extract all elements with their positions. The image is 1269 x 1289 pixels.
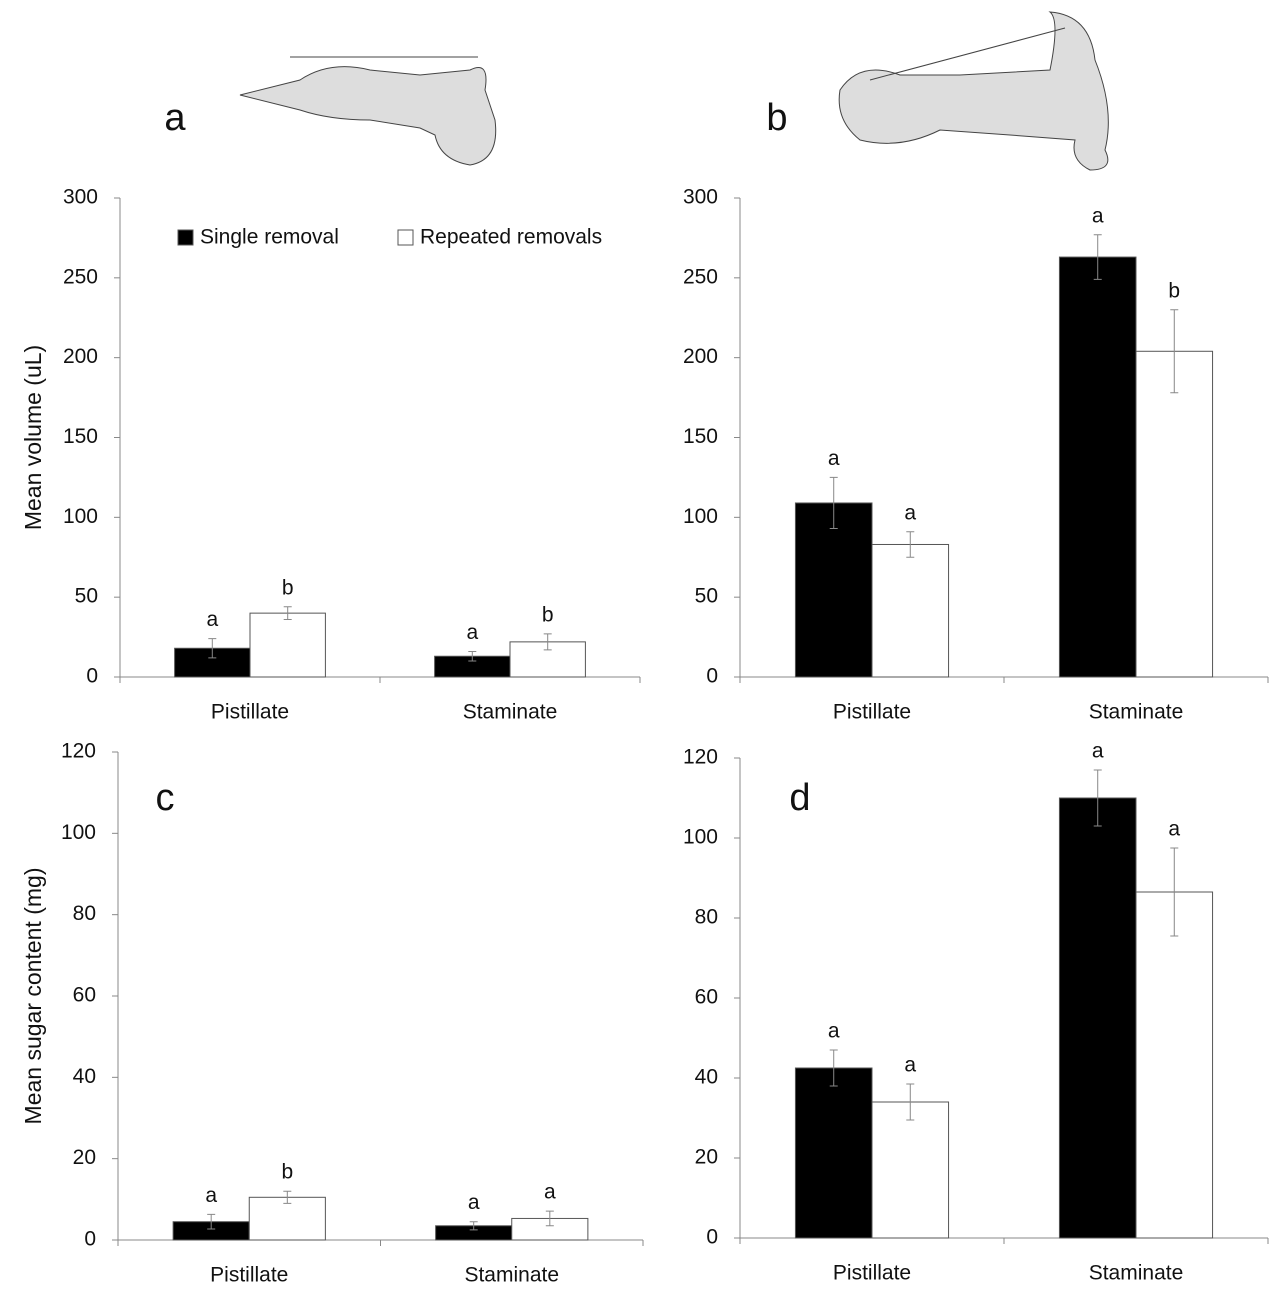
y-tick-label: 0 [706, 1226, 718, 1249]
y-axis-label: Mean sugar content (mg) [20, 868, 46, 1125]
significance-letter: a [904, 501, 916, 524]
y-tick-label: 120 [683, 746, 718, 769]
x-tick-label: Pistillate [210, 1264, 288, 1287]
significance-letter: a [828, 1020, 840, 1043]
significance-letter: a [206, 608, 218, 631]
y-tick-label: 200 [683, 345, 718, 368]
y-axis-label: Mean volume (uL) [20, 345, 46, 530]
significance-letter: a [205, 1184, 217, 1207]
panel-label: b [766, 97, 787, 139]
y-tick-label: 40 [695, 1066, 718, 1089]
y-tick-label: 50 [75, 585, 98, 608]
bar [1059, 257, 1136, 677]
x-tick-label: Staminate [464, 1264, 559, 1287]
bar [872, 544, 949, 677]
x-tick-label: Staminate [1089, 1262, 1184, 1285]
y-tick-label: 100 [683, 826, 718, 849]
significance-letter: b [542, 603, 554, 626]
significance-letter: a [468, 1191, 480, 1214]
y-tick-label: 50 [695, 585, 718, 608]
y-tick-label: 250 [683, 265, 718, 288]
significance-letter: b [282, 576, 294, 599]
y-tick-label: 100 [63, 505, 98, 528]
bar [1059, 798, 1136, 1238]
x-tick-label: Pistillate [833, 701, 911, 724]
y-tick-label: 0 [86, 665, 98, 688]
legend-label: Single removal [200, 226, 339, 249]
bar [872, 1102, 949, 1238]
y-tick-label: 200 [63, 345, 98, 368]
y-tick-label: 80 [73, 902, 96, 925]
y-tick-label: 0 [84, 1228, 96, 1251]
significance-letter: a [1168, 818, 1180, 841]
significance-letter: a [544, 1181, 556, 1204]
bar [250, 613, 325, 677]
y-tick-label: 250 [63, 265, 98, 288]
y-tick-label: 60 [695, 986, 718, 1009]
significance-letter: a [904, 1054, 916, 1077]
y-tick-label: 40 [73, 1065, 96, 1088]
legend-swatch [178, 230, 193, 245]
x-tick-label: Staminate [1089, 701, 1184, 724]
significance-letter: a [466, 621, 478, 644]
legend-label: Repeated removals [420, 226, 602, 249]
bar [1136, 351, 1213, 677]
significance-letter: a [1092, 740, 1104, 763]
y-tick-label: 20 [695, 1146, 718, 1169]
significance-letter: b [1168, 279, 1180, 302]
panel-label: c [156, 777, 175, 819]
x-tick-label: Pistillate [833, 1262, 911, 1285]
significance-letter: a [1092, 204, 1104, 227]
bar [1136, 892, 1213, 1238]
legend-swatch [398, 230, 413, 245]
y-tick-label: 300 [683, 186, 718, 209]
y-tick-label: 100 [683, 505, 718, 528]
y-tick-label: 150 [683, 425, 718, 448]
y-tick-label: 80 [695, 906, 718, 929]
significance-letter: a [828, 447, 840, 470]
bar [795, 503, 872, 677]
y-tick-label: 60 [73, 984, 96, 1007]
panel-label: a [164, 97, 186, 139]
bar [795, 1068, 872, 1238]
y-tick-label: 0 [706, 665, 718, 688]
y-tick-label: 120 [61, 740, 96, 763]
figure: aMean volume (uL)050100150200250300Pisti… [0, 0, 1269, 1289]
flower-illustration-a [240, 57, 496, 165]
significance-letter: b [281, 1161, 293, 1184]
panel-label: d [789, 777, 810, 819]
flower-illustration-b [839, 12, 1108, 170]
x-tick-label: Pistillate [211, 701, 289, 724]
y-tick-label: 100 [61, 821, 96, 844]
y-tick-label: 300 [63, 186, 98, 209]
y-tick-label: 20 [73, 1146, 96, 1169]
x-tick-label: Staminate [463, 701, 558, 724]
y-tick-label: 150 [63, 425, 98, 448]
